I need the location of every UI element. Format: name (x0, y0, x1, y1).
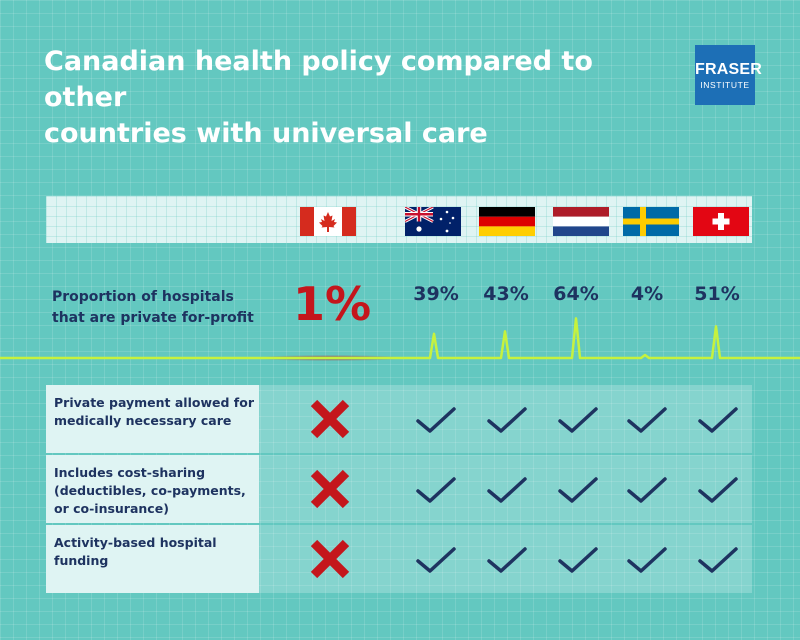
x-mark-icon (306, 535, 354, 583)
checkmark-icon (694, 465, 742, 513)
checkmark-icon (412, 465, 460, 513)
table-row-private-payment: Private payment allowed for medically ne… (46, 385, 752, 453)
checkmark-icon (483, 465, 531, 513)
netherlands-flag (553, 207, 609, 236)
row-label-line: or co-insurance) (54, 501, 169, 516)
checkmark-icon (694, 395, 742, 443)
x-mark-icon (306, 465, 354, 513)
metric-label-line-2: that are private for-profit (52, 310, 254, 326)
canada-percentage-label: 1% (292, 277, 372, 331)
logo-line-2: INSTITUTE (700, 80, 750, 90)
row-label-line: Activity-based hospital (54, 535, 217, 550)
checkmark-icon (623, 395, 671, 443)
checkmark-icon (554, 395, 602, 443)
checkmark-icon (694, 535, 742, 583)
sweden-flag (623, 207, 679, 236)
checkmark-icon (623, 535, 671, 583)
germany-flag (479, 207, 535, 236)
row-label-line: medically necessary care (54, 413, 232, 428)
title-line-1: Canadian health policy compared to other (44, 46, 593, 113)
checkmark-icon (554, 465, 602, 513)
row-label: Includes cost-sharing (deductibles, co-p… (46, 455, 259, 523)
australia-flag (405, 207, 461, 236)
checkmark-icon (483, 535, 531, 583)
heartbeat-line (0, 317, 800, 361)
row-label-line: Private payment allowed for (54, 395, 254, 410)
netherlands-percentage-label: 64% (553, 283, 599, 305)
row-label: Private payment allowed for medically ne… (46, 385, 259, 453)
logo-line-1: FRASER (695, 61, 762, 78)
row-label-line: (deductibles, co-payments, (54, 483, 246, 498)
fraser-institute-logo: FRASER INSTITUTE (695, 45, 762, 105)
metric-label: Proportion of hospitals that are private… (52, 287, 292, 329)
switzerland-flag (693, 207, 749, 236)
title-line-2: countries with universal care (44, 118, 488, 149)
table-row-activity-funding: Activity-based hospital funding (46, 525, 752, 593)
row-label: Activity-based hospital funding (46, 525, 259, 593)
x-mark-icon (306, 395, 354, 443)
australia-percentage-label: 39% (413, 283, 459, 305)
checkmark-icon (554, 535, 602, 583)
sweden-percentage-label: 4% (630, 283, 664, 305)
canada-flag (300, 207, 356, 236)
row-label-line: funding (54, 553, 109, 568)
metric-label-line-1: Proportion of hospitals (52, 289, 234, 305)
switzerland-percentage-label: 51% (694, 283, 740, 305)
ecg-path (0, 317, 800, 360)
table-row-cost-sharing: Includes cost-sharing (deductibles, co-p… (46, 455, 752, 523)
checkmark-icon (623, 465, 671, 513)
row-label-line: Includes cost-sharing (54, 465, 206, 480)
germany-percentage-label: 43% (483, 283, 529, 305)
checkmark-icon (483, 395, 531, 443)
chart-title: Canadian health policy compared to other… (44, 44, 664, 152)
checkmark-icon (412, 395, 460, 443)
checkmark-icon (412, 535, 460, 583)
